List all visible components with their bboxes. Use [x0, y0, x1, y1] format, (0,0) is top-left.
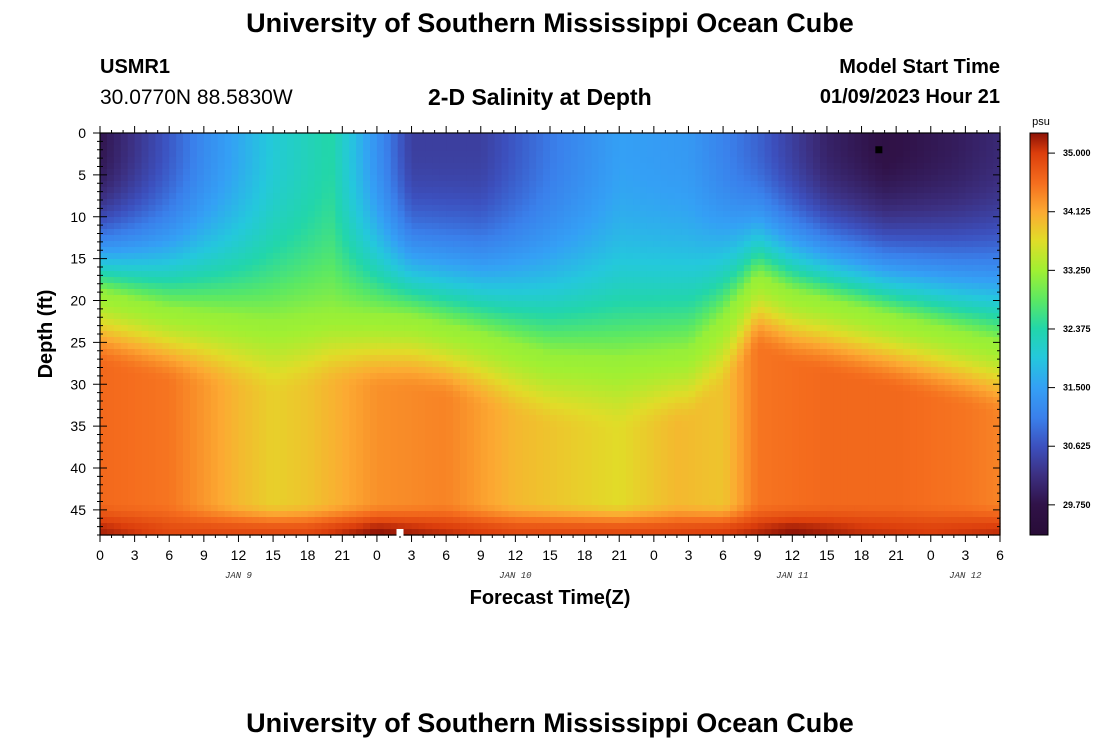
x-tick-label: 9: [477, 547, 485, 563]
colorbar-tick-label: 33.250: [1063, 265, 1091, 275]
x-axis: 0 3 6 9 12 15 18 21 0 3 6 9 12 15 18 21 0 3 6 9 12 15 18 21 0 3 6: [96, 126, 1004, 563]
y-axis: 0 5 10 15 20 25 30 35 40 45: [70, 125, 1000, 536]
x-tick-label: 9: [200, 547, 208, 563]
x-tick-label: 6: [165, 547, 173, 563]
x-tick-label: 0: [373, 547, 381, 563]
model-start-label: Model Start Time: [839, 56, 1000, 78]
station-coordinates: 30.0770N 88.5830W: [100, 86, 293, 109]
chart-subtitle: 2-D Salinity at Depth: [428, 84, 652, 110]
y-tick-label: 30: [70, 376, 86, 392]
colorbar-tick-label: 32.375: [1063, 324, 1091, 334]
page-title: University of Southern Mississippi Ocean…: [246, 8, 854, 38]
x-tick-label: 3: [408, 547, 416, 563]
x-tick-label: 21: [888, 547, 904, 563]
y-tick-label: 20: [70, 293, 86, 309]
colorbar-tick-label: 30.625: [1063, 441, 1091, 451]
x-tick-label: 0: [96, 547, 104, 563]
x-tick-label: 3: [685, 547, 693, 563]
x-tick-label: 15: [265, 547, 281, 563]
x-tick-label: 15: [542, 547, 558, 563]
y-tick-label: 25: [70, 334, 86, 350]
x-tick-label: 3: [131, 547, 139, 563]
x-tick-label: 6: [996, 547, 1004, 563]
markers: [396, 146, 883, 536]
x-tick-label: 12: [785, 547, 801, 563]
x-tick-label: 9: [754, 547, 762, 563]
footer-title: University of Southern Mississippi Ocean…: [246, 708, 854, 738]
colorbar-tick-label: 35.000: [1063, 148, 1091, 158]
day-label: JAN 12: [949, 571, 982, 581]
x-tick-label: 12: [508, 547, 524, 563]
y-tick-label: 15: [70, 251, 86, 267]
model-start-value: 01/09/2023 Hour 21: [819, 86, 1000, 108]
colorbar-unit: psu: [1032, 116, 1050, 128]
station-id: USMR1: [100, 56, 171, 78]
colorbar-tick-label: 31.500: [1063, 383, 1091, 393]
x-tick-label: 0: [650, 547, 658, 563]
colorbar-scale: [1029, 132, 1049, 536]
y-tick-label: 45: [70, 502, 86, 518]
x-tick-label: 6: [442, 547, 450, 563]
x-tick-label: 12: [231, 547, 247, 563]
x-tick-label: 18: [854, 547, 870, 563]
x-tick-label: 6: [719, 547, 727, 563]
x-axis-label: Forecast Time(Z): [470, 587, 631, 609]
x-tick-label: 15: [819, 547, 835, 563]
marker: [875, 146, 883, 154]
day-label: JAN 9: [225, 571, 253, 581]
x-tick-label: 21: [611, 547, 627, 563]
x-tick-label: 18: [300, 547, 316, 563]
y-tick-label: 5: [78, 167, 86, 183]
y-tick-label: 40: [70, 460, 86, 476]
day-label: JAN 10: [499, 571, 532, 581]
x-tick-label: 3: [961, 547, 969, 563]
day-label: JAN 11: [776, 571, 808, 581]
colorbar-tick-label: 29.750: [1063, 500, 1091, 510]
x-tick-label: 0: [927, 547, 935, 563]
y-axis-label: Depth (ft): [35, 290, 57, 379]
marker: [396, 528, 404, 536]
y-tick-label: 0: [78, 125, 86, 141]
colorbar-tick-label: 34.125: [1063, 207, 1091, 217]
y-tick-label: 10: [70, 209, 86, 225]
y-tick-label: 35: [70, 418, 86, 434]
colorbar: psu 35.000 34.125 33.250 32.375 31.500 30.625…: [1029, 116, 1091, 536]
day-labels: JAN 9 JAN 10 JAN 11 JAN 12: [225, 571, 982, 581]
salinity-heatmap: [100, 133, 1001, 536]
x-tick-label: 21: [335, 547, 351, 563]
x-tick-label: 18: [577, 547, 593, 563]
